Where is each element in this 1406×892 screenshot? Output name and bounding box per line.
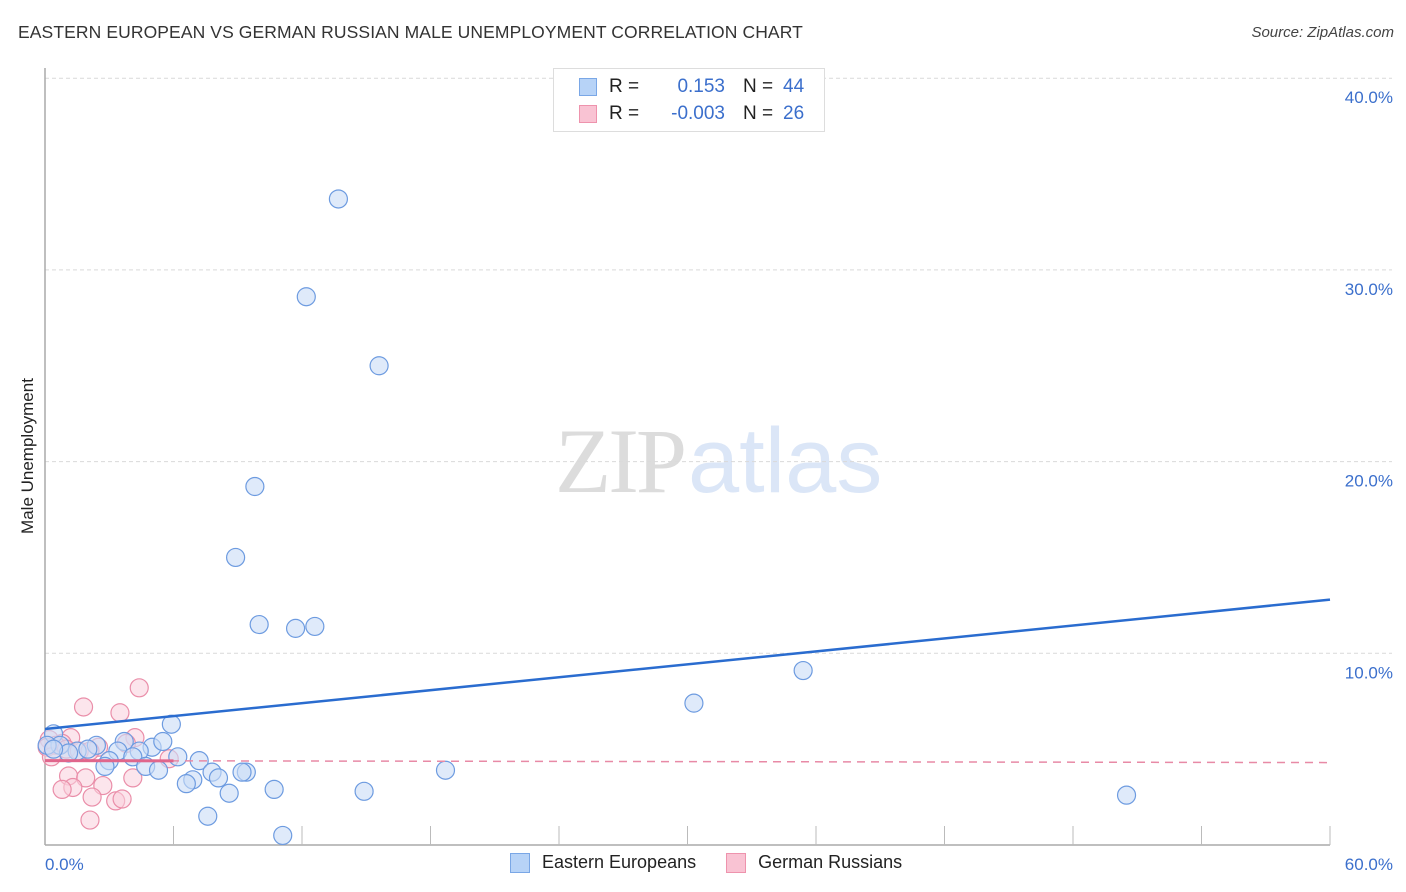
data-point-german-russians bbox=[52, 779, 72, 800]
legend-swatch-pink bbox=[579, 105, 597, 123]
data-point-eastern-europeans bbox=[296, 287, 316, 307]
data-point-german-russians bbox=[80, 810, 100, 830]
data-point-eastern-europeans bbox=[684, 693, 704, 713]
legend-n-value: 26 bbox=[783, 103, 805, 124]
chart-title: EASTERN EUROPEAN VS GERMAN RUSSIAN MALE … bbox=[18, 22, 803, 42]
data-point-eastern-europeans bbox=[328, 189, 349, 209]
legend-n-value: 44 bbox=[783, 76, 805, 97]
data-point-german-russians bbox=[82, 787, 102, 807]
legend-swatch-pink bbox=[726, 852, 747, 873]
data-point-eastern-europeans bbox=[435, 760, 456, 780]
legend-label: Eastern Europeans bbox=[542, 852, 697, 872]
data-point-eastern-europeans bbox=[43, 739, 64, 759]
correlation-legend: R = 0.153 N = 44 R = -0.003 N = 26 bbox=[553, 68, 825, 132]
tick-labels: 10.0% 20.0% 30.0% 40.0% 0.0% 60.0% bbox=[45, 88, 1393, 874]
data-point-eastern-europeans bbox=[273, 825, 293, 846]
watermark-zip: ZIP bbox=[555, 410, 687, 512]
y-tick-label: 30.0% bbox=[1345, 280, 1393, 299]
legend-r-value: -0.003 bbox=[671, 103, 725, 124]
data-point-eastern-europeans bbox=[264, 779, 284, 800]
data-point-german-russians bbox=[129, 678, 149, 698]
y-tick-label: 40.0% bbox=[1345, 88, 1393, 107]
legend-row-eastern-europeans: R = 0.153 N = 44 bbox=[579, 75, 804, 99]
data-point-eastern-europeans bbox=[226, 547, 246, 568]
source-credit: Source: ZipAtlas.com bbox=[1251, 24, 1394, 41]
legend-label: German Russians bbox=[758, 852, 903, 872]
data-point-eastern-europeans bbox=[198, 806, 218, 826]
data-point-german-russians bbox=[110, 703, 130, 723]
data-point-eastern-europeans bbox=[176, 774, 196, 794]
data-point-eastern-europeans bbox=[369, 356, 389, 376]
data-point-eastern-europeans bbox=[148, 760, 169, 780]
trend-line-german-russians bbox=[44, 759, 1331, 764]
legend-r-label: R = bbox=[609, 76, 640, 97]
legend-item-german-russians[interactable]: German Russians bbox=[726, 852, 902, 873]
data-point-eastern-europeans bbox=[78, 739, 98, 759]
grid-lines bbox=[45, 77, 1392, 654]
trend-lines bbox=[44, 598, 1331, 764]
data-point-eastern-europeans bbox=[793, 660, 813, 681]
legend-n-label: N = bbox=[743, 103, 774, 124]
y-tick-label: 10.0% bbox=[1345, 663, 1393, 682]
trend-line-eastern-europeans bbox=[44, 598, 1331, 731]
data-point-eastern-europeans bbox=[208, 768, 229, 788]
legend-swatch-blue bbox=[579, 78, 597, 96]
legend-r-value: 0.153 bbox=[677, 76, 725, 97]
data-point-eastern-europeans bbox=[219, 783, 239, 803]
data-point-german-russians bbox=[123, 768, 143, 788]
legend-item-eastern-europeans[interactable]: Eastern Europeans bbox=[510, 852, 696, 873]
data-point-eastern-europeans bbox=[1116, 785, 1137, 805]
legend-r-label: R = bbox=[609, 103, 640, 124]
data-point-eastern-europeans bbox=[245, 476, 265, 497]
watermark-atlas: atlas bbox=[688, 410, 883, 512]
data-point-eastern-europeans bbox=[354, 781, 374, 801]
data-point-german-russians bbox=[112, 789, 132, 809]
x-tick-label: 60.0% bbox=[1345, 855, 1393, 874]
data-point-eastern-europeans bbox=[232, 762, 252, 782]
data-point-eastern-europeans bbox=[153, 731, 173, 752]
y-tick-label: 20.0% bbox=[1345, 472, 1393, 491]
data-point-eastern-europeans bbox=[285, 618, 306, 638]
x-tick-label: 0.0% bbox=[45, 855, 84, 874]
data-point-eastern-europeans bbox=[249, 614, 269, 635]
data-point-german-russians bbox=[76, 768, 96, 788]
data-point-eastern-europeans bbox=[168, 747, 188, 767]
legend-row-german-russians: R = -0.003 N = 26 bbox=[579, 102, 804, 126]
data-point-eastern-europeans bbox=[305, 616, 325, 637]
series-legend: Eastern Europeans German Russians bbox=[510, 852, 932, 873]
legend-n-label: N = bbox=[743, 76, 774, 97]
data-point-german-russians bbox=[73, 697, 94, 717]
legend-swatch-blue bbox=[510, 852, 530, 873]
axes bbox=[44, 68, 1331, 846]
eastern-europeans-points bbox=[37, 189, 1137, 846]
watermark: ZIPatlas bbox=[555, 408, 882, 514]
